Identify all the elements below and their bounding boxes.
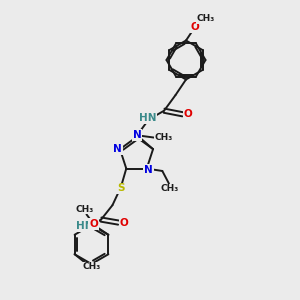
Text: CH₃: CH₃ — [160, 184, 179, 194]
Text: N: N — [133, 130, 142, 140]
Text: O: O — [89, 219, 98, 229]
Text: N: N — [144, 165, 153, 175]
Text: N: N — [113, 144, 122, 154]
Text: HN: HN — [76, 221, 93, 231]
Text: CH₃: CH₃ — [76, 205, 94, 214]
Text: HN: HN — [139, 113, 156, 124]
Text: O: O — [190, 22, 200, 32]
Text: O: O — [184, 109, 193, 119]
Text: CH₃: CH₃ — [197, 14, 215, 23]
Text: O: O — [119, 218, 128, 228]
Text: CH₃: CH₃ — [82, 262, 100, 271]
Text: S: S — [117, 183, 124, 194]
Text: CH₃: CH₃ — [154, 133, 172, 142]
